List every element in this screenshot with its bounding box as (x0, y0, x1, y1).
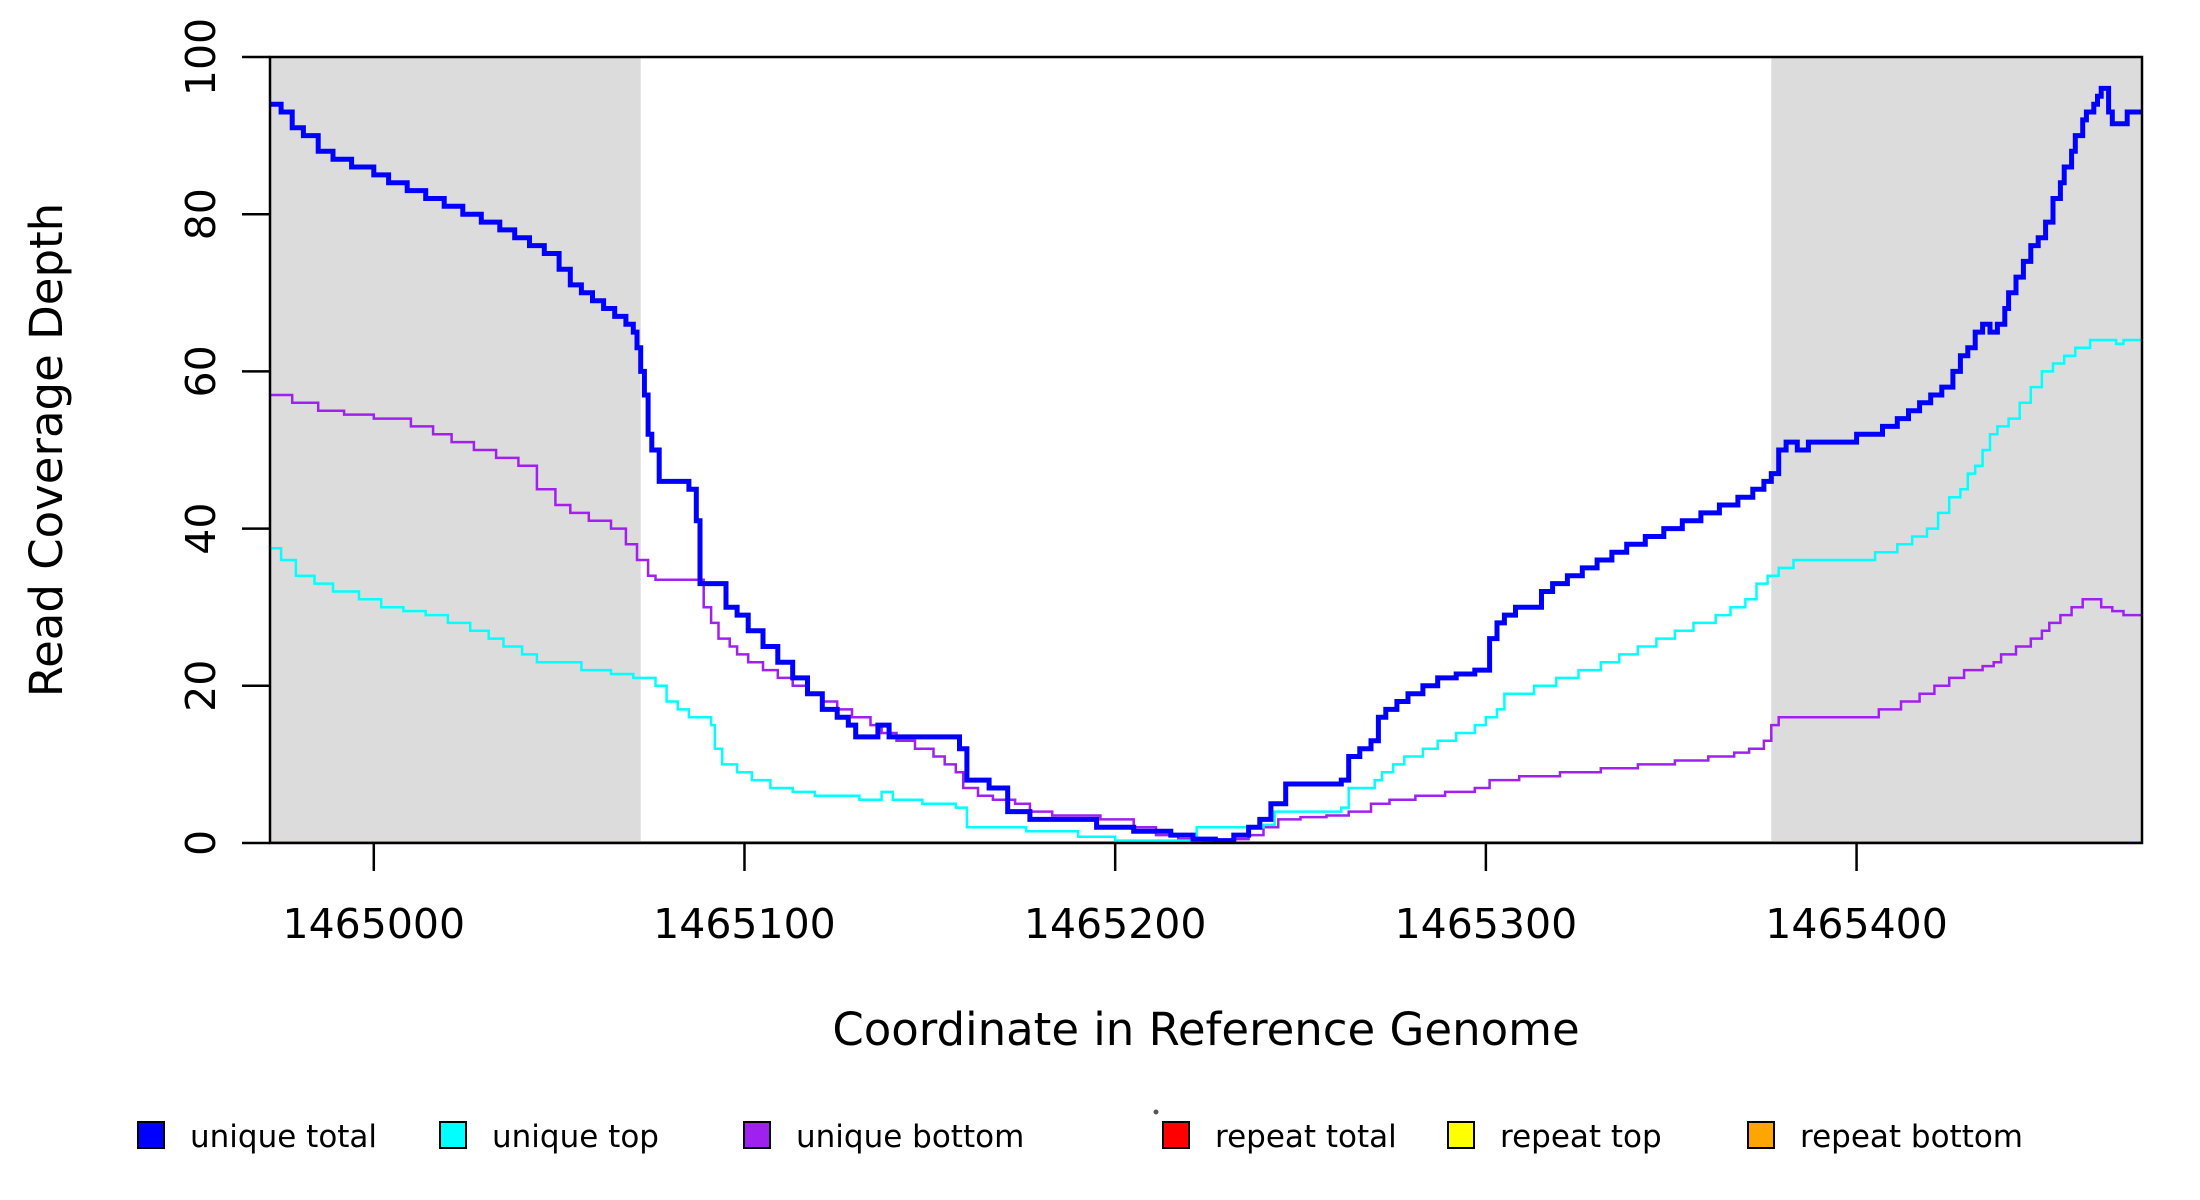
legend-label-repeat-total: repeat total (1215, 1119, 1397, 1155)
legend-label-unique-top: unique top (492, 1119, 659, 1155)
shaded-region-left-repeat-region (270, 57, 641, 843)
plot-border (268, 55, 2144, 845)
legend-label-repeat-top: repeat top (1500, 1119, 1662, 1155)
legend-swatch-repeat-bottom (1747, 1121, 1775, 1149)
series-lines (270, 85, 2142, 843)
legend-label-repeat-bottom: repeat bottom (1800, 1119, 2023, 1155)
legend: unique total unique top unique bottom repea… (137, 1119, 2023, 1155)
x-tick-label: 1465000 (282, 900, 465, 948)
legend-swatch-repeat-total (1162, 1121, 1190, 1149)
y-axis-title: Read Coverage Depth (20, 203, 73, 697)
x-tick-label: 1465200 (1024, 900, 1207, 948)
shaded-region-right-repeat-region (1771, 57, 2142, 843)
legend-swatch-unique-top (439, 1121, 467, 1149)
series-line-unique-bottom (270, 393, 2142, 842)
y-tick-label: 0 (177, 830, 225, 856)
legend-label-unique-total: unique total (190, 1119, 377, 1155)
legend-swatch-unique-bottom (743, 1121, 771, 1149)
y-tick-label: 80 (177, 188, 225, 240)
y-tick-label: 40 (177, 503, 225, 555)
shaded-regions (270, 57, 2142, 843)
legend-label-unique-bottom: unique bottom (796, 1119, 1024, 1155)
stray-mark (1153, 1109, 1159, 1115)
y-tick-label: 20 (177, 660, 225, 712)
series-line-unique-top (270, 338, 2142, 842)
y-tick-label: 100 (177, 18, 225, 96)
legend-swatch-unique-total (137, 1121, 165, 1149)
series-line-unique-total (270, 85, 2142, 843)
x-tick-label: 1465400 (1765, 900, 1948, 948)
x-tick-label: 1465300 (1395, 900, 1578, 948)
legend-swatch-repeat-top (1447, 1121, 1475, 1149)
axis-tick-labels: 1465000 1465100 1465200 1465300 1465400 0 20 40… (177, 18, 1948, 948)
axis-ticks (242, 55, 1858, 871)
x-axis-title: Coordinate in Reference Genome (832, 1003, 1579, 1056)
x-tick-label: 1465100 (653, 900, 836, 948)
y-tick-label: 60 (177, 345, 225, 397)
